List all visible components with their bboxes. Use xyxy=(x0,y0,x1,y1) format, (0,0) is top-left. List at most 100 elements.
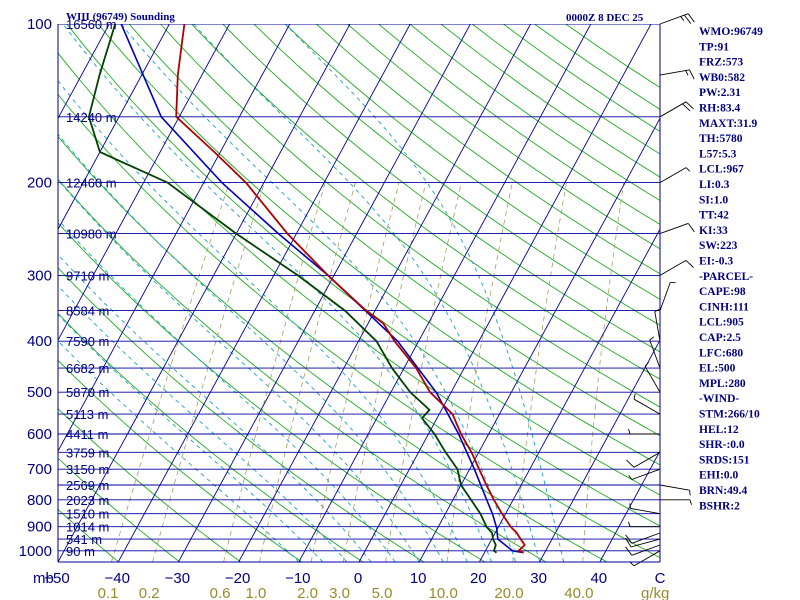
temperature-tick-label: −30 xyxy=(165,570,190,587)
wind-barb xyxy=(659,260,694,276)
isotherm xyxy=(58,24,351,562)
sounding-index: -WIND- xyxy=(699,393,739,405)
mixing-ratio-line xyxy=(111,182,230,562)
dry-adiabat xyxy=(128,24,660,437)
dry-adiabat xyxy=(58,508,119,562)
mixing-ratio-tick-label: 1.0 xyxy=(245,585,266,600)
mixing-ratio-tick-label: 2.0 xyxy=(297,585,318,600)
wind-barb xyxy=(659,13,695,25)
mixing-ratio-tick-label: 0.2 xyxy=(139,585,160,600)
wind-barb xyxy=(659,222,695,235)
wind-barb xyxy=(659,281,676,311)
moist-adiabat xyxy=(58,285,348,562)
pressure-tick-label: 600 xyxy=(27,426,52,443)
moist-adiabat xyxy=(58,313,324,562)
pressure-unit-label: mb xyxy=(33,570,54,587)
wind-barb xyxy=(628,468,661,480)
mixing-ratio-unit-label: g/kg xyxy=(641,585,669,600)
mixing-ratio-tick-label: 0.1 xyxy=(98,585,119,600)
height-label: 12460 m xyxy=(66,176,117,191)
pressure-tick-label: 800 xyxy=(27,492,52,509)
dewpoint-profile xyxy=(87,24,498,554)
sounding-index: LFC:680 xyxy=(699,347,743,359)
height-label: 90 m xyxy=(66,544,95,559)
sounding-index: TP:91 xyxy=(699,41,729,53)
wind-barb xyxy=(629,550,661,567)
isotherm xyxy=(418,117,660,562)
isotherm xyxy=(479,228,660,562)
sounding-index: EHI:0.0 xyxy=(699,470,739,482)
moist-adiabat xyxy=(58,254,372,562)
sounding-index: LCL:967 xyxy=(699,164,744,176)
mixing-ratio-line xyxy=(512,182,567,562)
pressure-tick-label: 1000 xyxy=(19,543,52,560)
height-label: 2023 m xyxy=(66,493,109,508)
temperature-profile xyxy=(175,24,526,554)
dry-adiabat xyxy=(58,408,242,562)
wind-barb xyxy=(659,167,691,183)
sounding-profiles xyxy=(87,24,526,554)
pressure-tick-label: 400 xyxy=(27,333,52,350)
isotherm xyxy=(58,24,110,120)
isotherm xyxy=(238,24,531,562)
isotherm xyxy=(58,24,230,342)
wind-barb xyxy=(633,393,661,415)
temperature-tick-label: −50 xyxy=(44,570,69,587)
wind-barb xyxy=(625,544,661,556)
temperature-tick-label: −10 xyxy=(285,570,310,587)
temperature-tick-label: 10 xyxy=(410,570,427,587)
sounding-index: MAXT:31.9 xyxy=(699,118,757,130)
sounding-index: EI:-0.3 xyxy=(699,256,733,268)
sounding-index: SI:1.0 xyxy=(699,194,728,206)
dry-adiabat xyxy=(347,24,660,250)
temperature-tick-label: 0 xyxy=(354,570,362,587)
dry-adiabat xyxy=(253,24,660,326)
sounding-index: MPL:280 xyxy=(699,378,746,390)
moist-adiabat xyxy=(58,179,420,562)
wind-barb xyxy=(649,336,661,369)
temperature-tick-label: 40 xyxy=(590,570,607,587)
isotherm xyxy=(539,339,660,562)
sounding-index: CAPE:98 xyxy=(699,286,746,298)
dry-adiabat xyxy=(222,24,660,353)
pressure-tick-label: 900 xyxy=(27,519,52,536)
dry-adiabat xyxy=(58,312,364,562)
moist-adiabat xyxy=(58,80,468,562)
sounding-index: FRZ:573 xyxy=(699,57,743,69)
mixing-ratio-line xyxy=(342,182,427,562)
sounding-index: WB0:582 xyxy=(699,72,745,84)
dry-adiabat xyxy=(58,359,303,562)
mixing-ratio-tick-label: 20.0 xyxy=(494,585,523,600)
dry-adiabat xyxy=(66,24,660,496)
isotherm xyxy=(58,24,291,453)
mixing-ratio-line xyxy=(152,182,265,562)
pressure-tick-label: 200 xyxy=(27,175,52,192)
mixing-ratio-line xyxy=(310,182,400,562)
moist-adiabat xyxy=(62,24,492,562)
sounding-index: PW:2.31 xyxy=(699,87,741,99)
dry-adiabat xyxy=(58,222,486,562)
sounding-index: TH:5780 xyxy=(699,133,743,145)
height-label: 4411 m xyxy=(66,427,108,442)
mixing-ratio-tick-label: 5.0 xyxy=(372,585,393,600)
height-label: 541 m xyxy=(66,532,102,547)
moist-adiabat xyxy=(58,133,444,562)
sounding-index: LI:0.3 xyxy=(699,179,730,191)
sounding-index: SRDS:151 xyxy=(699,454,750,466)
dry-adiabat xyxy=(284,24,660,300)
sounding-index: STM:266/10 xyxy=(699,409,760,421)
sounding-index: BSHR:2 xyxy=(699,500,740,512)
height-label: 8584 m xyxy=(66,304,109,319)
pressure-tick-label: 500 xyxy=(27,384,52,401)
moist-adiabat xyxy=(193,24,541,562)
wind-barb xyxy=(659,101,694,118)
sounding-index: CINH:111 xyxy=(699,301,749,313)
dry-adiabat xyxy=(58,457,180,562)
sounding-index: HEL:12 xyxy=(699,424,739,436)
wind-barb xyxy=(628,521,660,528)
sounding-index: KI:33 xyxy=(699,225,728,237)
background-lines xyxy=(58,24,660,562)
wind-barb xyxy=(659,69,695,80)
mixing-ratio-line xyxy=(582,182,625,562)
